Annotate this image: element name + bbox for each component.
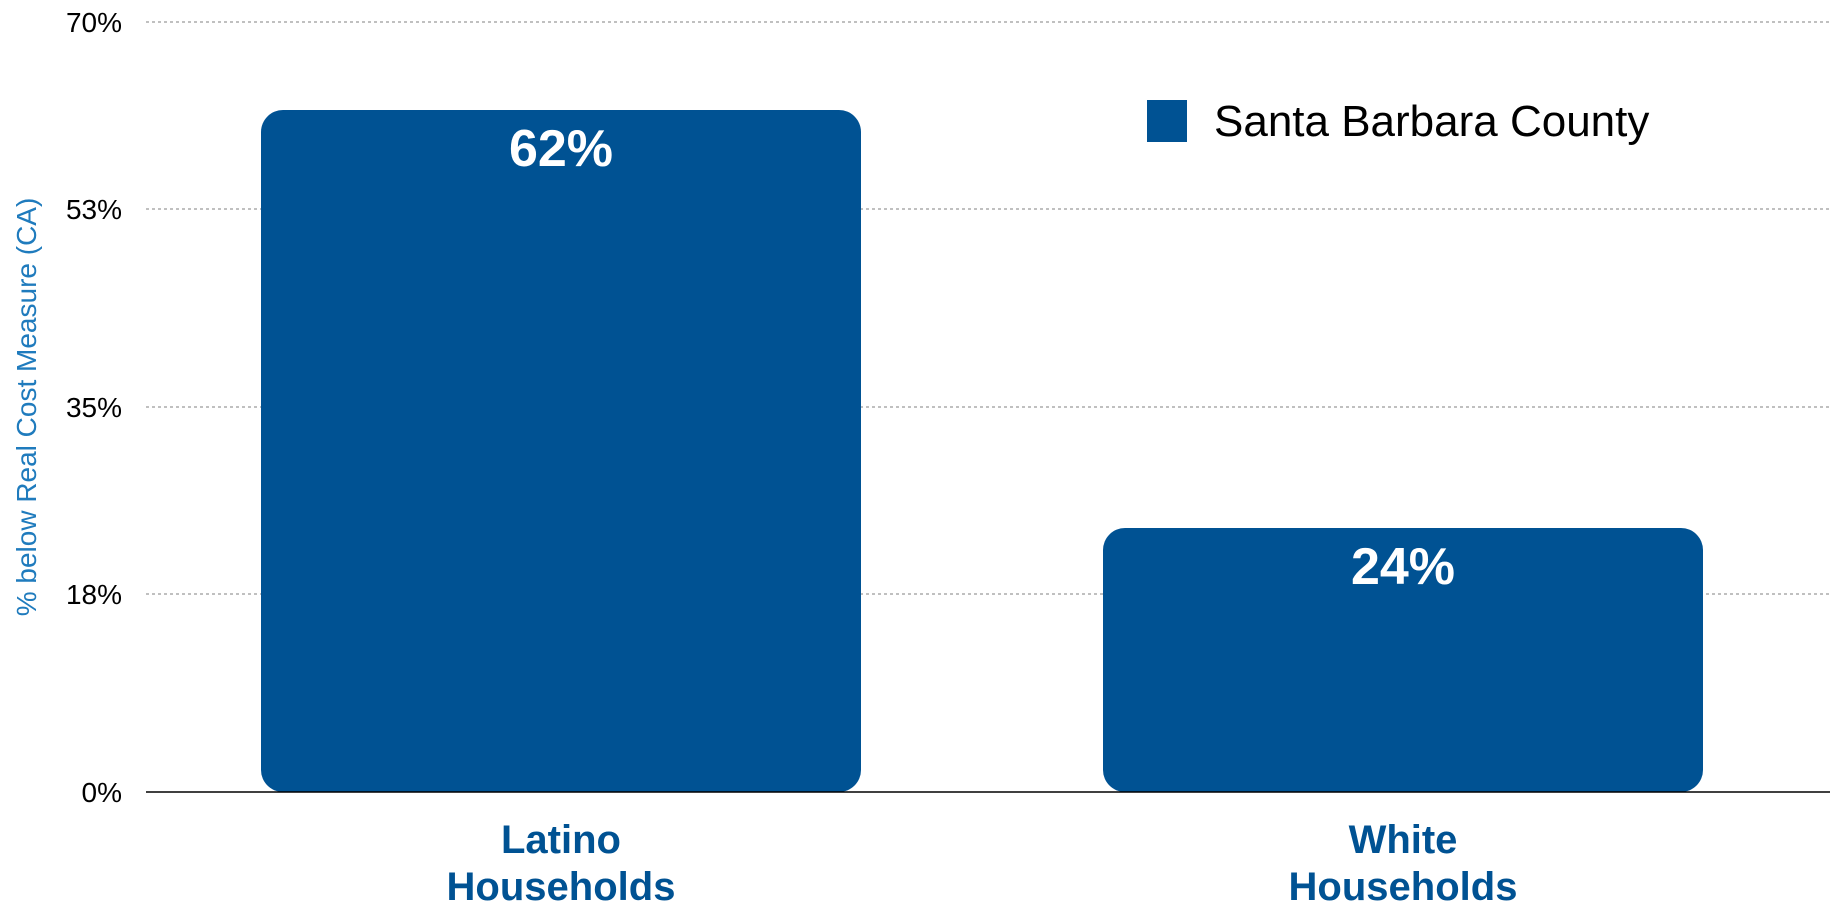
data-label: 62% — [509, 120, 613, 178]
bar — [261, 110, 861, 792]
y-tick-label: 53% — [66, 194, 122, 225]
y-axis-ticks: 0% 18% 35% 53% 70% — [66, 7, 122, 808]
legend-label: Santa Barbara County — [1214, 97, 1649, 146]
y-tick-label: 35% — [66, 392, 122, 423]
gridlines — [146, 21, 1830, 595]
bars: 62% 24% — [261, 110, 1703, 792]
data-label: 24% — [1351, 538, 1455, 596]
category-label: White — [1349, 818, 1458, 862]
category-label: Households — [447, 865, 676, 908]
legend-swatch — [1147, 100, 1187, 142]
category-label: Households — [1289, 865, 1518, 908]
legend: Santa Barbara County — [1147, 97, 1649, 146]
y-axis-title: % below Real Cost Measure (CA) — [11, 198, 42, 617]
y-tick-label: 70% — [66, 7, 122, 38]
y-tick-label: 18% — [66, 579, 122, 610]
bar — [1103, 528, 1703, 792]
y-tick-label: 0% — [82, 777, 122, 808]
category-label: Latino — [501, 818, 621, 862]
